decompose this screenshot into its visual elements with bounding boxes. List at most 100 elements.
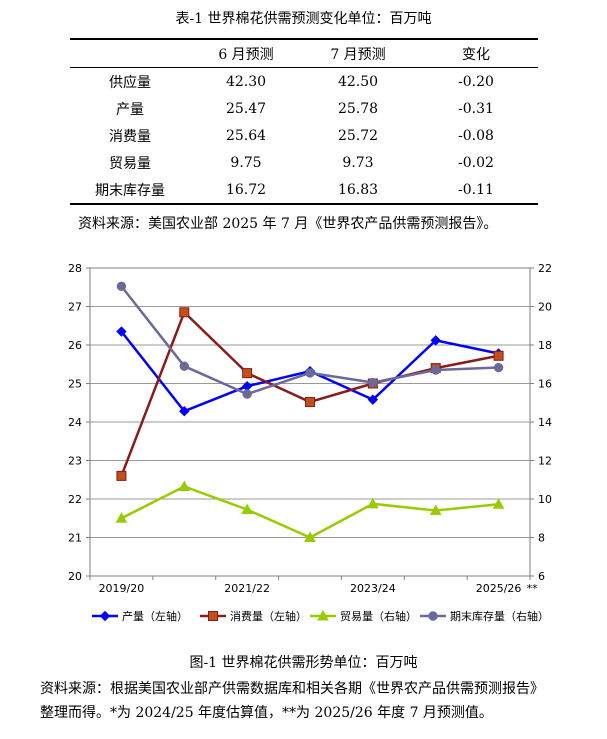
data-point bbox=[116, 281, 127, 291]
y-left-tick-label: 24 bbox=[68, 416, 82, 429]
series-group bbox=[116, 307, 504, 481]
figure-title: 图-1 世界棉花供需形势单位：百万吨 bbox=[189, 655, 418, 671]
series-line bbox=[120, 311, 499, 477]
data-point bbox=[178, 480, 191, 491]
june-value: 42.30 bbox=[225, 73, 267, 90]
x-tick-label: 2023/24 bbox=[350, 582, 396, 595]
data-point bbox=[179, 307, 190, 318]
data-point bbox=[242, 389, 252, 399]
data-point bbox=[116, 326, 127, 337]
x-annotation: ** bbox=[527, 582, 539, 595]
june-value: 25.47 bbox=[225, 100, 267, 117]
table-row: 贸易量 9.75 9.73 -0.02 bbox=[70, 149, 538, 176]
y-left-tick-label: 22 bbox=[68, 493, 82, 506]
y-left-tick-label: 28 bbox=[68, 262, 82, 275]
y-right-tick-label: 22 bbox=[538, 262, 552, 275]
data-point bbox=[428, 611, 438, 621]
series-line bbox=[120, 285, 499, 396]
grid bbox=[90, 267, 530, 577]
data-point bbox=[367, 497, 379, 509]
x-tick-label: 2021/22 bbox=[224, 582, 270, 595]
table-row: 期末库存量 16.72 16.83 -0.11 bbox=[70, 176, 538, 204]
data-point bbox=[493, 350, 504, 361]
y-left-tick-label: 27 bbox=[68, 301, 82, 314]
cotton-supply-demand-chart: 20 21 22 23 24 25 26 27 28 6 8 10 12 14 16 18 20 22 2019/2… bbox=[68, 262, 552, 623]
data-point bbox=[116, 470, 127, 481]
y-right-tick-label: 8 bbox=[538, 532, 545, 545]
change-value: -0.20 bbox=[458, 73, 494, 90]
legend-label: 贸易量（右轴） bbox=[340, 609, 417, 623]
legend-item: 产量（左轴） bbox=[92, 609, 188, 623]
y-right-tick-label: 12 bbox=[538, 455, 552, 468]
change-value: -0.08 bbox=[458, 127, 494, 144]
data-point bbox=[317, 609, 329, 621]
data-point bbox=[305, 368, 315, 378]
data-point bbox=[367, 394, 379, 405]
row-label: 期末库存量 bbox=[95, 182, 165, 199]
table-source-note: 资料来源：美国农业部 2025 年 7 月《世界农产品供需预测报告》。 bbox=[78, 216, 498, 232]
data-point bbox=[429, 504, 442, 516]
data-point bbox=[115, 512, 128, 523]
june-value: 25.64 bbox=[225, 127, 267, 144]
july-value: 9.73 bbox=[342, 154, 374, 171]
july-value: 16.83 bbox=[337, 181, 379, 198]
y-right-tick-label: 6 bbox=[538, 570, 545, 583]
y-left-tick-label: 20 bbox=[68, 570, 82, 583]
legend: 产量（左轴） 消费量（左轴） 贸易量（右轴） 期末库存量（右轴） bbox=[92, 609, 549, 623]
row-label: 贸易量 bbox=[109, 155, 151, 172]
x-tick-label: 2019/20 bbox=[99, 582, 145, 595]
y-right-tick-label: 10 bbox=[538, 493, 552, 506]
data-point bbox=[208, 611, 218, 621]
data-point bbox=[241, 503, 253, 515]
figure-source-line: 整理而得。*为 2024/25 年度估算值，**为 2025/26 年度 7 月… bbox=[40, 705, 493, 721]
header-july-forecast: 7 月预测 bbox=[330, 46, 386, 63]
y-left-tick-label: 25 bbox=[68, 378, 82, 391]
supply-demand-table: 6 月预测 7 月预测 变化 供应量 42.30 42.50 -0.20 产量 … bbox=[70, 38, 538, 205]
july-value: 42.50 bbox=[337, 73, 379, 90]
header-change: 变化 bbox=[462, 46, 490, 63]
data-point bbox=[99, 610, 111, 622]
series-group bbox=[115, 480, 505, 542]
data-point bbox=[179, 406, 190, 417]
figure-source-note: 资料来源：根据美国农业部产供需数据库和相关各期《世界农产品供需预测报告》 整理而… bbox=[40, 677, 592, 725]
july-value: 25.72 bbox=[337, 127, 379, 144]
data-point bbox=[179, 361, 189, 371]
data-point bbox=[492, 498, 505, 509]
figure-source-line: 资料来源：根据美国农业部产供需数据库和相关各期《世界农产品供需预测报告》 bbox=[40, 681, 544, 697]
data-point bbox=[242, 368, 253, 379]
data-point bbox=[431, 365, 441, 375]
june-value: 9.75 bbox=[230, 154, 262, 171]
data-point bbox=[368, 377, 378, 388]
legend-label: 消费量（左轴） bbox=[230, 609, 307, 623]
y-right-tick-label: 16 bbox=[538, 378, 552, 391]
change-value: -0.11 bbox=[458, 181, 494, 198]
legend-label: 产量（左轴） bbox=[122, 609, 188, 623]
table-row: 供应量 42.30 42.50 -0.20 bbox=[70, 68, 538, 96]
axes: 20 21 22 23 24 25 26 27 28 6 8 10 12 14 16 18 20 22 2019/2… bbox=[68, 262, 552, 595]
y-left-tick-label: 21 bbox=[68, 532, 82, 545]
change-value: -0.02 bbox=[458, 154, 494, 171]
y-right-tick-label: 18 bbox=[538, 339, 552, 352]
x-tick-label: 2025/26 bbox=[476, 582, 522, 595]
legend-label: 期末库存量（右轴） bbox=[450, 609, 549, 623]
row-label: 供应量 bbox=[109, 74, 151, 91]
y-left-tick-label: 23 bbox=[68, 455, 82, 468]
legend-item: 贸易量（右轴） bbox=[310, 609, 417, 623]
legend-item: 期末库存量（右轴） bbox=[420, 609, 549, 623]
series-line bbox=[120, 485, 499, 539]
table-title: 表-1 世界棉花供需预测变化单位：百万吨 bbox=[175, 11, 432, 27]
table-header-row: 6 月预测 7 月预测 变化 bbox=[70, 39, 538, 68]
y-right-tick-label: 20 bbox=[538, 301, 552, 314]
data-point bbox=[304, 531, 316, 542]
y-left-tick-label: 26 bbox=[68, 339, 82, 352]
legend-item: 消费量（左轴） bbox=[200, 609, 307, 623]
series-group bbox=[116, 281, 504, 399]
series bbox=[115, 281, 505, 542]
change-value: -0.31 bbox=[458, 100, 494, 117]
y-right-tick-label: 14 bbox=[538, 416, 552, 429]
data-point bbox=[493, 362, 504, 373]
header-june-forecast: 6 月预测 bbox=[218, 46, 274, 63]
row-label: 产量 bbox=[116, 101, 144, 118]
june-value: 16.72 bbox=[225, 181, 267, 198]
row-label: 消费量 bbox=[109, 128, 151, 145]
